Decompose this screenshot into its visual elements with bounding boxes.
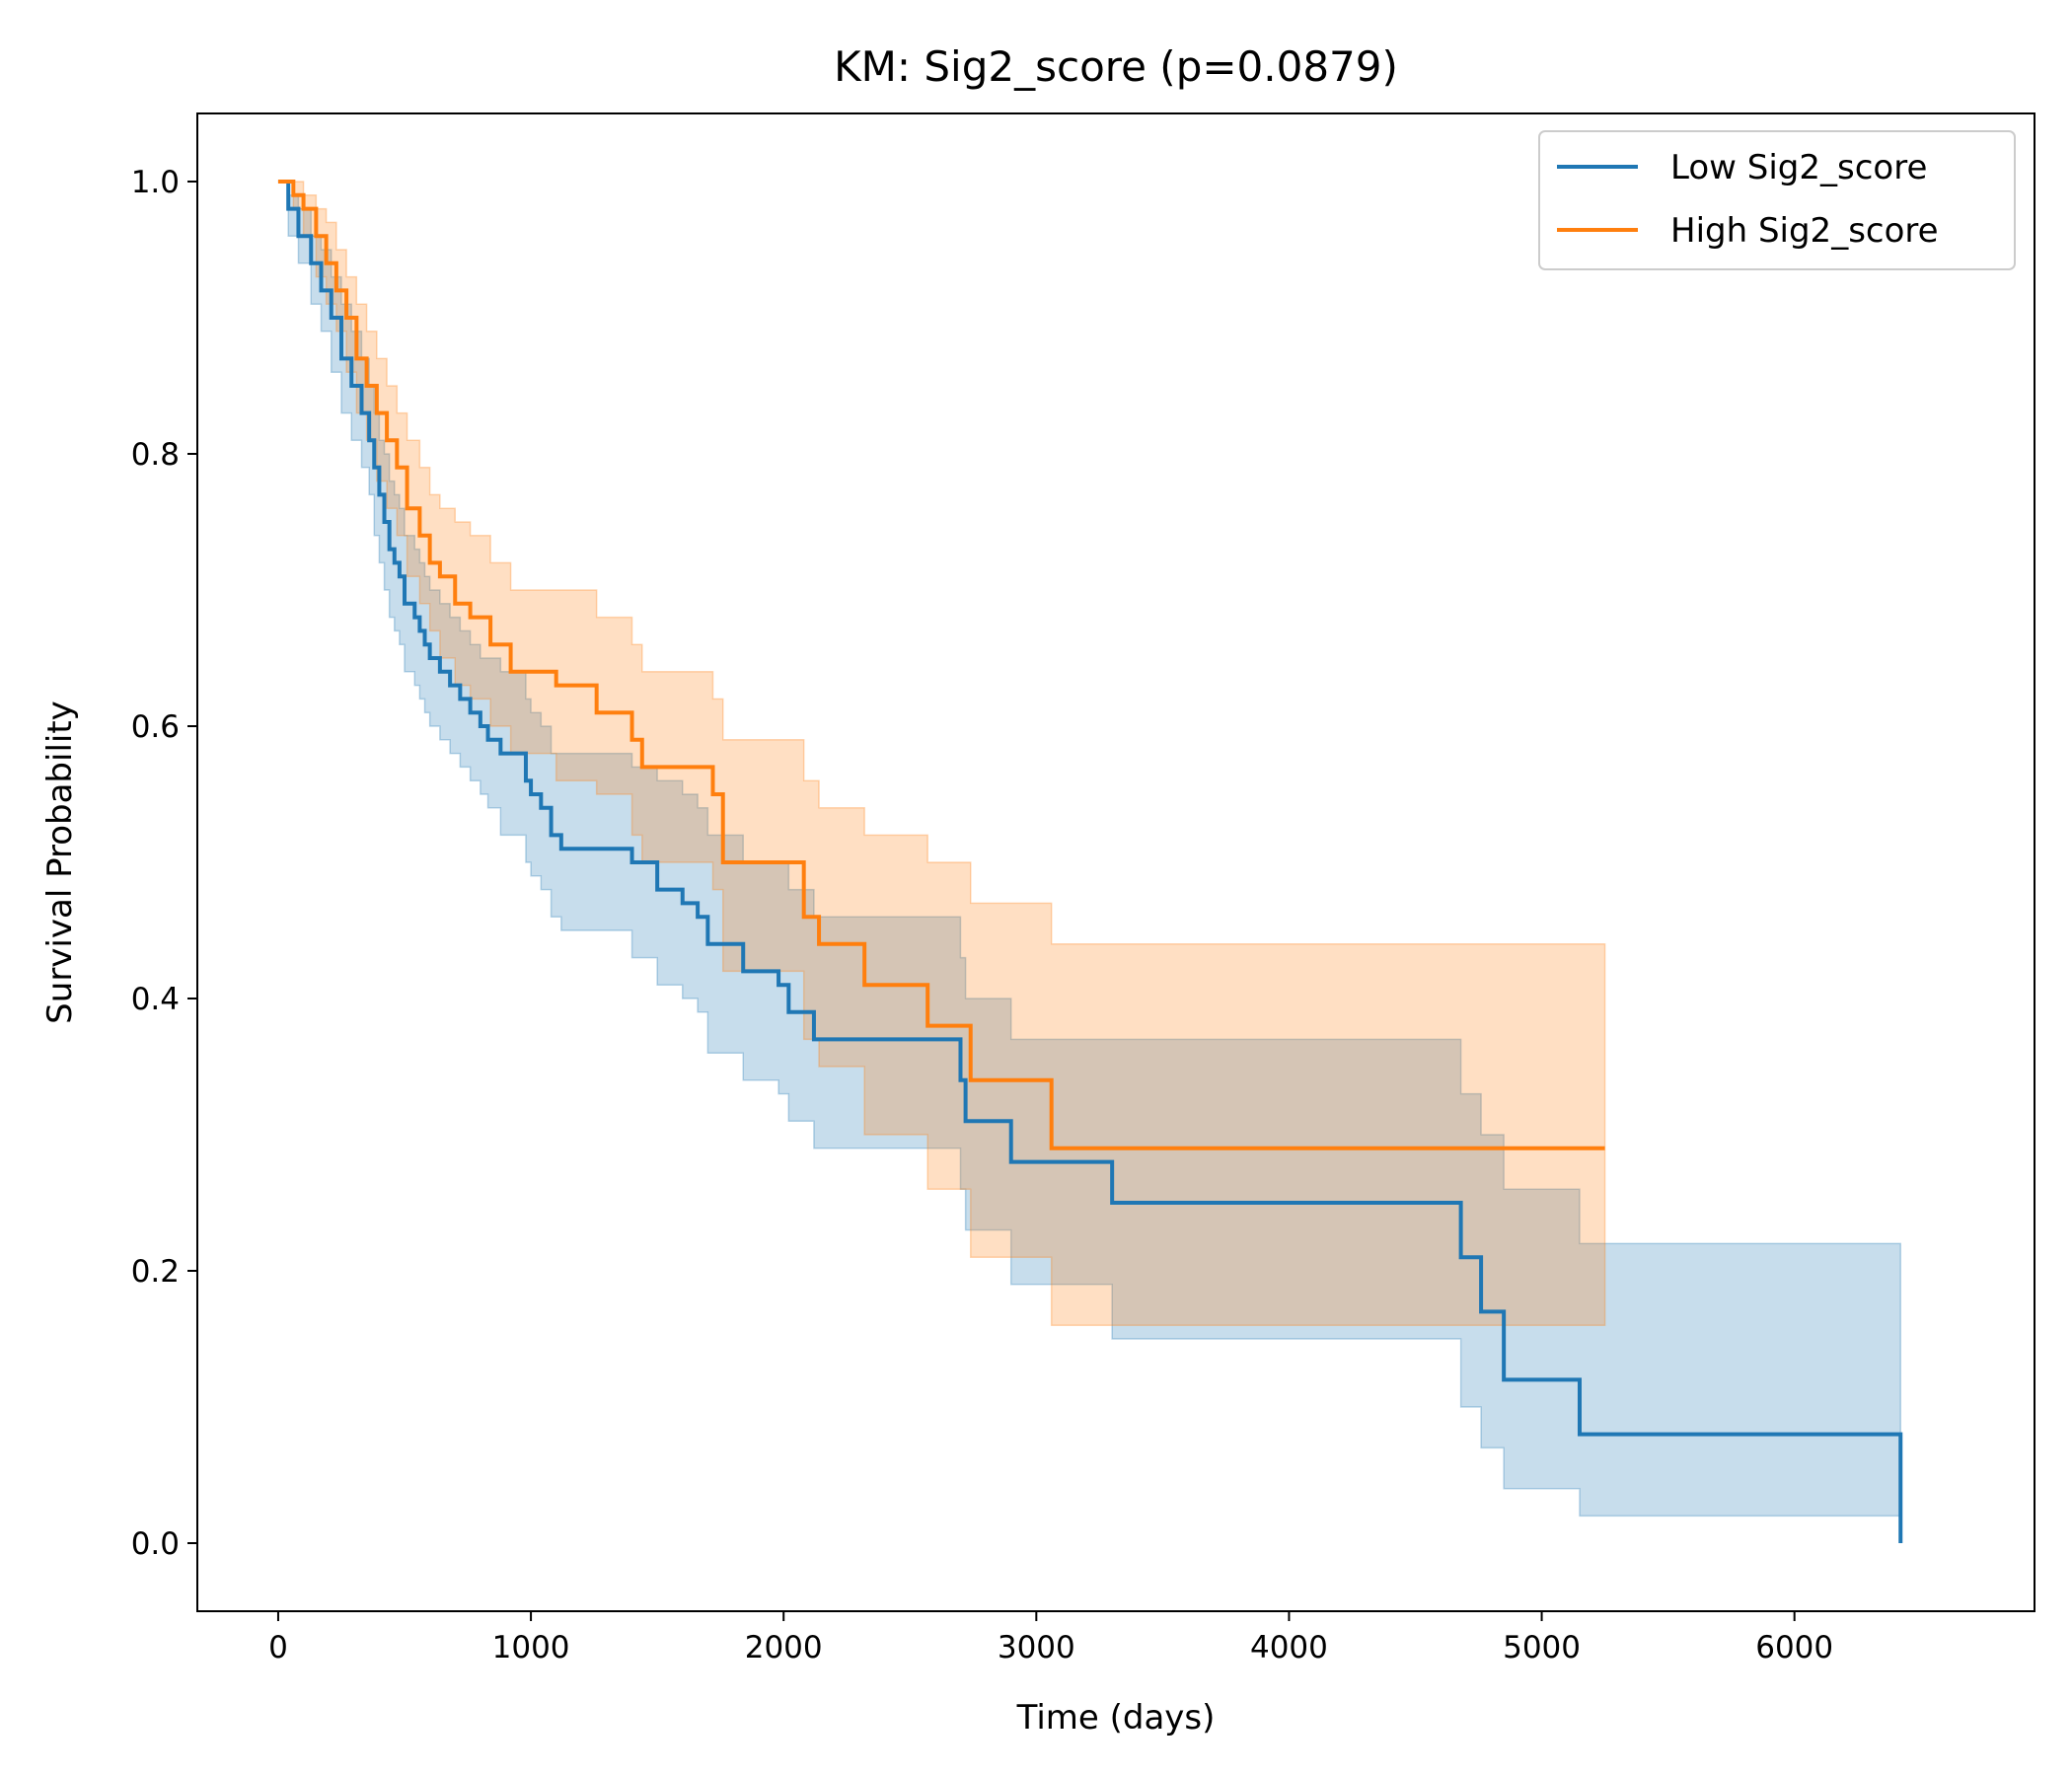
plot-frame	[196, 112, 2035, 1612]
ci-band-high	[277, 181, 1606, 1326]
x-tick-label: 4000	[1250, 1630, 1328, 1665]
x-axis-label: Time (days)	[1016, 1698, 1216, 1738]
y-tick-label: 0.2	[131, 1254, 180, 1290]
x-tick-label: 6000	[1755, 1630, 1833, 1665]
survival-line-low	[277, 180, 1903, 1543]
x-tick-label: 2000	[745, 1630, 823, 1665]
y-tick-label: 0.8	[131, 437, 180, 473]
chart-title: KM: Sig2_score (p=0.0879)	[834, 42, 1398, 91]
y-axis: 0.0 0.2 0.4 0.6 0.8 1.0	[131, 165, 197, 1562]
x-tick-label: 3000	[998, 1630, 1075, 1665]
legend-label-low: Low Sig2_score	[1670, 148, 1927, 187]
survival-line-high	[277, 180, 1605, 1150]
y-axis-label: Survival Probability	[40, 701, 80, 1024]
y-tick-label: 0.4	[131, 982, 180, 1017]
x-tick-label: 5000	[1503, 1630, 1581, 1665]
x-tick-label: 0	[268, 1630, 288, 1665]
y-tick-label: 1.0	[131, 165, 180, 200]
y-tick-label: 0.6	[131, 709, 180, 745]
confidence-bands	[277, 181, 1902, 1517]
legend-box	[1538, 130, 2016, 270]
x-axis: 0 1000 2000 3000 4000 5000 6000	[268, 1611, 1833, 1665]
legend-label-high: High Sig2_score	[1670, 211, 1939, 251]
x-tick-label: 1000	[492, 1630, 570, 1665]
survival-curves	[277, 180, 1903, 1543]
legend: Low Sig2_score High Sig2_score	[1538, 130, 2016, 270]
ci-band-low	[277, 181, 1902, 1517]
y-tick-label: 0.0	[131, 1526, 180, 1562]
